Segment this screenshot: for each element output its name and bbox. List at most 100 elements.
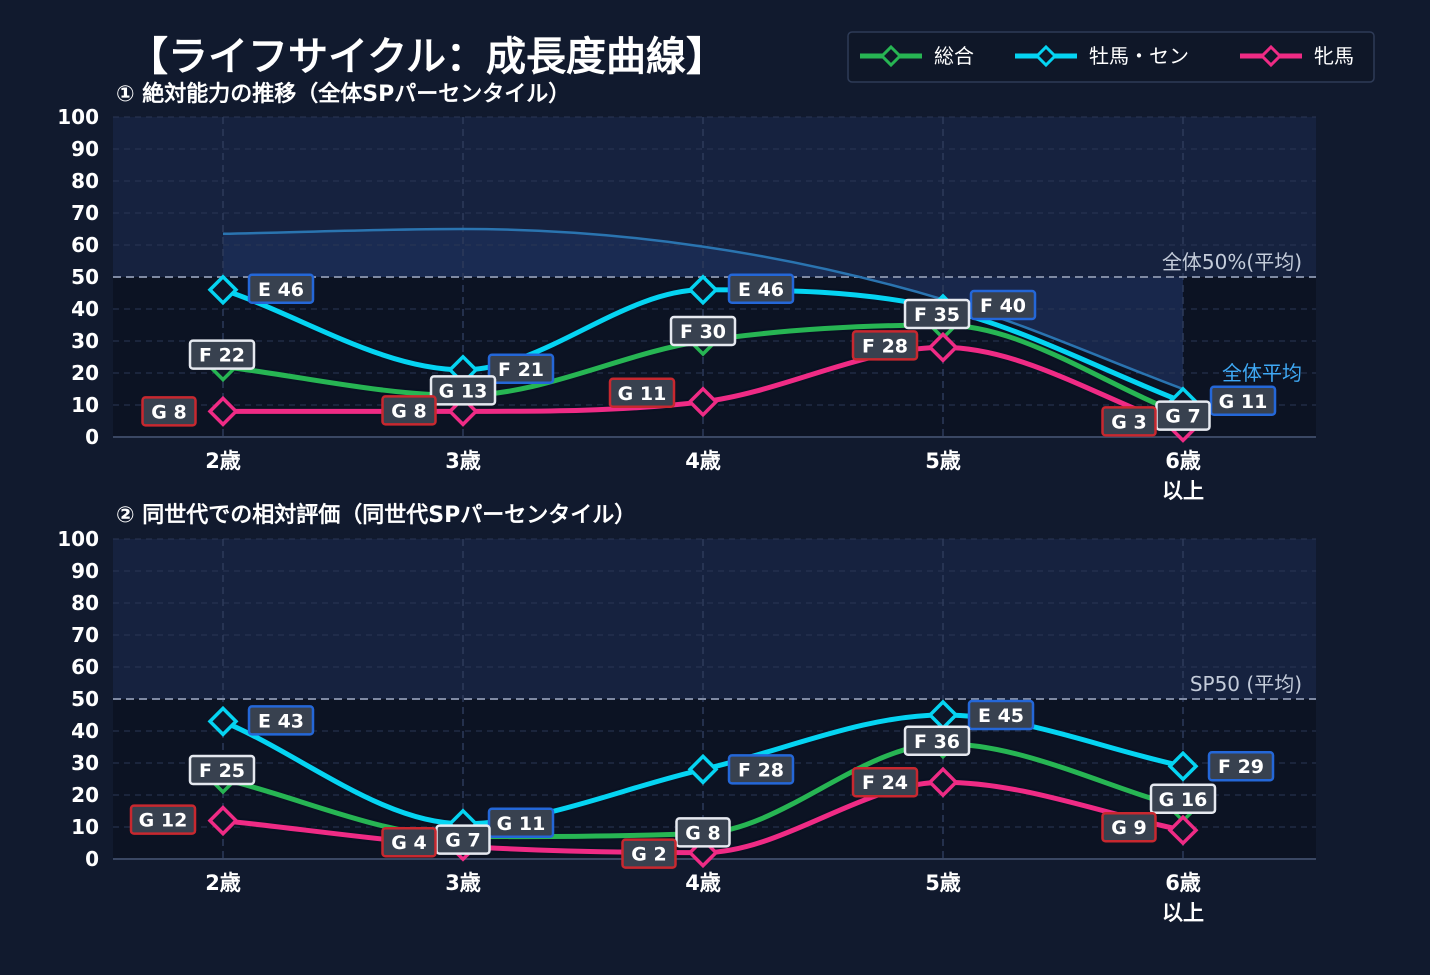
data-label-male-gelding: F 40 bbox=[969, 289, 1037, 321]
y-tick-label: 50 bbox=[71, 687, 99, 711]
legend-item-male-gelding: 牡馬・セン bbox=[1015, 44, 1189, 68]
data-label-box bbox=[903, 725, 971, 757]
data-label-box bbox=[1101, 811, 1157, 843]
y-tick-label: 70 bbox=[71, 623, 99, 647]
data-label-box bbox=[675, 817, 731, 848]
x-tick-label: 5歳 bbox=[925, 449, 961, 473]
data-label-male-gelding: E 46 bbox=[247, 273, 315, 305]
y-tick-label: 60 bbox=[71, 233, 99, 257]
data-label-overall: G 7 bbox=[435, 824, 491, 855]
data-label-male-gelding: G 11 bbox=[487, 807, 555, 839]
data-label-male-gelding: F 28 bbox=[727, 754, 795, 785]
data-point-male-gelding bbox=[207, 274, 239, 306]
x-tick-label: 4歳 bbox=[685, 871, 721, 895]
legend-label: 総合 bbox=[934, 44, 974, 68]
data-label-box bbox=[903, 298, 971, 330]
chart-title: 【ライフサイクル：成長度曲線】 bbox=[128, 34, 726, 80]
data-point-male-gelding bbox=[207, 705, 239, 737]
relative-evaluation-chart: ② 同世代での相対評価（同世代SPパーセンタイル） SP50 (平均) 0 10 20 3… bbox=[57, 502, 1316, 925]
data-label-box bbox=[621, 838, 677, 869]
legend-diamond-marker bbox=[1034, 44, 1058, 68]
data-label-text: G 9 bbox=[1111, 817, 1146, 839]
x-tick-label: 5歳 bbox=[925, 871, 961, 895]
x-tick-label: 3歳 bbox=[445, 871, 481, 895]
y-tick-label: 60 bbox=[71, 655, 99, 679]
y-tick-label: 80 bbox=[71, 169, 99, 193]
data-label-female: G 2 bbox=[621, 838, 677, 869]
x-tick-label: 4歳 bbox=[685, 449, 721, 473]
data-label-text: G 11 bbox=[618, 383, 667, 405]
data-label-text: E 46 bbox=[738, 279, 784, 301]
data-label-box bbox=[487, 353, 555, 385]
y-tick-label: 90 bbox=[71, 137, 99, 161]
data-label-overall: G 7 bbox=[1155, 400, 1211, 431]
data-label-box bbox=[1149, 783, 1217, 815]
reference-line-label: SP50 (平均) bbox=[1190, 672, 1302, 696]
data-label-text: F 40 bbox=[980, 295, 1026, 317]
legend-label: 牡馬・セン bbox=[1089, 44, 1189, 68]
data-label-box bbox=[129, 804, 197, 835]
x-tick-label: 6歳 bbox=[1165, 871, 1201, 895]
data-label-female: G 4 bbox=[381, 826, 437, 858]
y-tick-label: 0 bbox=[85, 847, 99, 871]
y-tick-label: 0 bbox=[85, 425, 99, 449]
data-label-female: G 9 bbox=[1101, 811, 1157, 843]
absolute-ability-chart: ① 絶対能力の推移（全体SPパーセンタイル） 全体50%(平均) 0 10 20 30 40… bbox=[57, 81, 1316, 503]
data-label-text: F 28 bbox=[738, 759, 784, 781]
data-label-text: G 7 bbox=[1165, 406, 1200, 428]
data-label-text: F 24 bbox=[862, 772, 908, 794]
data-label-box bbox=[967, 699, 1035, 731]
data-label-male-gelding: F 29 bbox=[1207, 750, 1275, 782]
average-area-fill bbox=[223, 229, 1183, 389]
data-label-text: G 8 bbox=[151, 401, 186, 423]
average-line bbox=[222, 227, 1184, 391]
x-tick-label: 6歳 bbox=[1165, 449, 1201, 473]
y-tick-label: 100 bbox=[57, 527, 99, 551]
data-label-text: F 28 bbox=[862, 335, 908, 357]
data-label-overall: F 35 bbox=[903, 298, 971, 330]
data-label-box bbox=[727, 754, 795, 785]
data-label-box bbox=[247, 273, 315, 305]
data-label-text: G 3 bbox=[1111, 411, 1146, 433]
chart-subtitle: ② 同世代での相対評価（同世代SPパーセンタイル） bbox=[116, 502, 636, 528]
data-label-text: F 29 bbox=[1218, 756, 1264, 778]
data-label-text: F 22 bbox=[199, 345, 245, 367]
data-label-male-gelding: E 46 bbox=[727, 273, 795, 305]
data-label-text: G 2 bbox=[631, 844, 666, 866]
reference-line-label: 全体50%(平均) bbox=[1162, 250, 1302, 274]
data-label-box bbox=[851, 330, 919, 361]
y-tick-label: 10 bbox=[71, 393, 99, 417]
data-point-male-gelding bbox=[687, 274, 719, 306]
data-label-overall: G 13 bbox=[429, 375, 497, 406]
x-tick-label: 2歳 bbox=[205, 449, 241, 473]
y-tick-label: 90 bbox=[71, 559, 99, 583]
legend-label: 牝馬 bbox=[1314, 44, 1354, 68]
data-label-text: G 8 bbox=[391, 400, 426, 422]
data-label-box bbox=[487, 807, 555, 839]
y-tick-label: 70 bbox=[71, 201, 99, 225]
data-label-male-gelding: E 43 bbox=[247, 705, 315, 736]
data-label-text: E 45 bbox=[978, 705, 1024, 727]
data-point-female bbox=[207, 805, 239, 837]
data-label-text: F 35 bbox=[914, 304, 960, 326]
data-label-box bbox=[188, 339, 256, 370]
y-tick-label: 40 bbox=[71, 297, 99, 321]
data-label-text: E 46 bbox=[258, 279, 304, 301]
data-point-female bbox=[927, 331, 959, 363]
data-label-overall: F 30 bbox=[669, 315, 737, 347]
average-line-label: 全体平均 bbox=[1222, 361, 1302, 385]
data-label-text: G 8 bbox=[685, 822, 720, 844]
data-label-overall: G 8 bbox=[675, 817, 731, 848]
data-label-text: F 30 bbox=[680, 321, 726, 343]
data-label-female: G 8 bbox=[141, 396, 197, 427]
y-tick-label: 20 bbox=[71, 783, 99, 807]
data-label-box bbox=[1101, 406, 1157, 437]
legend-item-female: 牝馬 bbox=[1240, 44, 1354, 68]
y-tick-label: 80 bbox=[71, 591, 99, 615]
data-label-box bbox=[381, 395, 437, 426]
data-point-female bbox=[687, 386, 719, 418]
data-label-female: G 11 bbox=[608, 377, 676, 409]
data-label-text: F 25 bbox=[199, 760, 245, 782]
data-label-text: F 21 bbox=[498, 359, 544, 381]
